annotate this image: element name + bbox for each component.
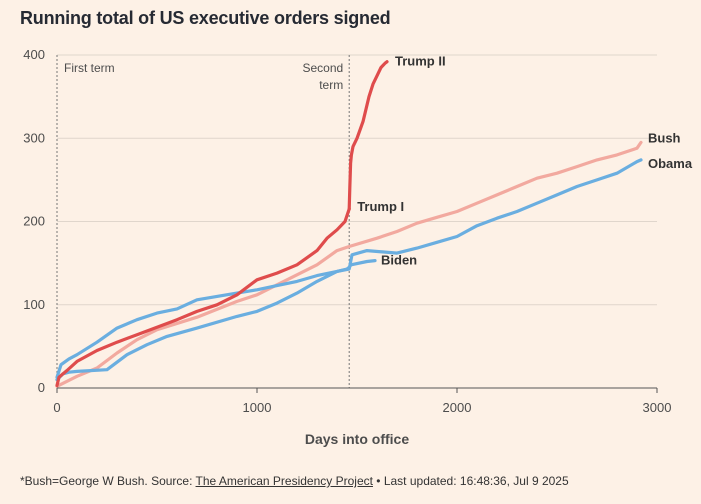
series-labels: Bush Obama Biden Trump I Trump II bbox=[357, 54, 693, 268]
x-tick-label: 3000 bbox=[643, 400, 672, 415]
footer-suffix: • Last updated: 16:48:36, Jul 9 2025 bbox=[372, 474, 569, 488]
source-link[interactable]: The American Presidency Project bbox=[195, 474, 373, 488]
series-line-trump-ii bbox=[347, 60, 389, 211]
series-label-trump-i: Trump I bbox=[357, 199, 404, 214]
grid-lines bbox=[57, 54, 657, 306]
series-line-biden bbox=[55, 259, 377, 379]
chart-title: Running total of US executive orders sig… bbox=[20, 8, 391, 28]
annotation-second-term-line2: term bbox=[319, 78, 343, 92]
axes: 0 100 200 300 400 0 1000 2000 3000 bbox=[23, 47, 671, 415]
series-line-obama bbox=[55, 158, 643, 382]
series-label-biden: Biden bbox=[381, 253, 417, 268]
x-tick-label: 0 bbox=[53, 400, 60, 415]
series-label-bush: Bush bbox=[648, 130, 681, 145]
footer-prefix: *Bush=George W Bush. Source: bbox=[20, 474, 196, 488]
y-tick-label: 300 bbox=[23, 130, 45, 145]
series-line-bush bbox=[55, 140, 643, 388]
x-axis-title: Days into office bbox=[305, 431, 409, 447]
x-tick-label: 2000 bbox=[443, 400, 472, 415]
x-tick-label: 1000 bbox=[243, 400, 272, 415]
y-tick-label: 100 bbox=[23, 297, 45, 312]
y-tick-label: 0 bbox=[38, 380, 45, 395]
term-annotations: First term Second term bbox=[56, 55, 350, 388]
series-label-trump-ii: Trump II bbox=[395, 54, 446, 69]
annotation-second-term-line1: Second bbox=[302, 61, 343, 75]
y-tick-label: 400 bbox=[23, 47, 45, 62]
series-lines bbox=[55, 60, 643, 388]
footer: *Bush=George W Bush. Source: The America… bbox=[20, 474, 569, 488]
annotation-first-term: First term bbox=[64, 61, 115, 75]
series-label-obama: Obama bbox=[648, 156, 693, 171]
y-tick-label: 200 bbox=[23, 214, 45, 229]
series-line-trump-i bbox=[55, 207, 351, 388]
